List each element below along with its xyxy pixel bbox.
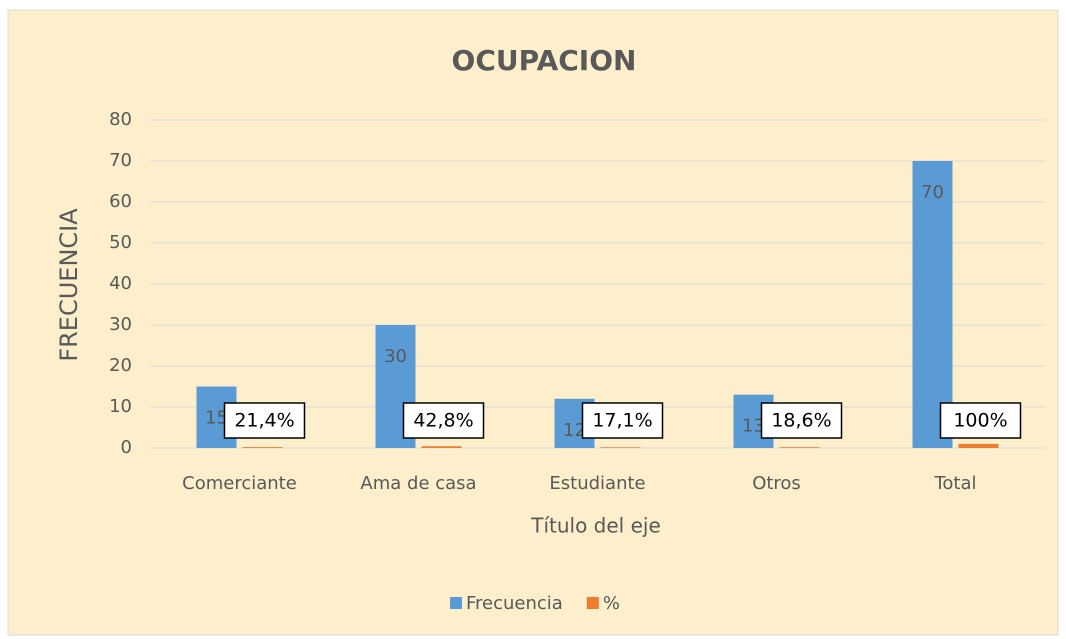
- bar: [779, 447, 820, 448]
- data-label-box: [223, 402, 306, 439]
- data-label-box: [760, 402, 843, 439]
- legend-label: Frecuencia: [466, 593, 563, 614]
- bar: [958, 443, 999, 448]
- y-tick-label: 70: [109, 150, 132, 171]
- y-tick-label: 30: [109, 314, 132, 335]
- y-tick-label: 60: [109, 191, 132, 212]
- data-label: 100%: [953, 410, 1007, 432]
- data-label: 18,6%: [771, 410, 831, 432]
- y-tick-label: 20: [109, 355, 132, 376]
- bar: [421, 446, 462, 448]
- y-axis-title: FRECUENCIA: [55, 208, 83, 362]
- data-label: 17,1%: [592, 410, 652, 432]
- data-label: 13: [742, 416, 765, 437]
- x-tick-label: Estudiante: [549, 473, 645, 494]
- data-label: 12: [563, 420, 586, 441]
- data-label: 21,4%: [234, 410, 294, 432]
- x-tick-label: Comerciante: [182, 473, 297, 494]
- y-tick-label: 80: [109, 109, 132, 130]
- chart-background: [7, 9, 1059, 636]
- data-label: 30: [384, 346, 407, 367]
- y-tick-label: 10: [109, 396, 132, 417]
- data-label: 15: [205, 408, 228, 429]
- legend-swatch: [586, 597, 599, 609]
- data-label: 42,8%: [413, 410, 473, 432]
- data-label-box: [402, 402, 485, 439]
- y-tick-label: 0: [121, 437, 132, 458]
- x-tick-label: Otros: [752, 473, 801, 494]
- y-tick-label: 40: [109, 273, 132, 294]
- chart-title: OCUPACION: [452, 44, 637, 77]
- legend-label: %: [603, 593, 620, 614]
- bar: [242, 447, 283, 448]
- data-label-box: [581, 402, 664, 439]
- data-label: 70: [921, 182, 944, 203]
- y-tick-label: 50: [109, 232, 132, 253]
- bar: [600, 447, 641, 448]
- x-axis-title: Título del eje: [530, 514, 661, 538]
- x-tick-label: Ama de casa: [360, 473, 476, 494]
- data-label-box: [939, 402, 1022, 439]
- legend-swatch: [450, 597, 462, 609]
- bar: [912, 161, 953, 448]
- x-tick-label: Total: [933, 473, 976, 494]
